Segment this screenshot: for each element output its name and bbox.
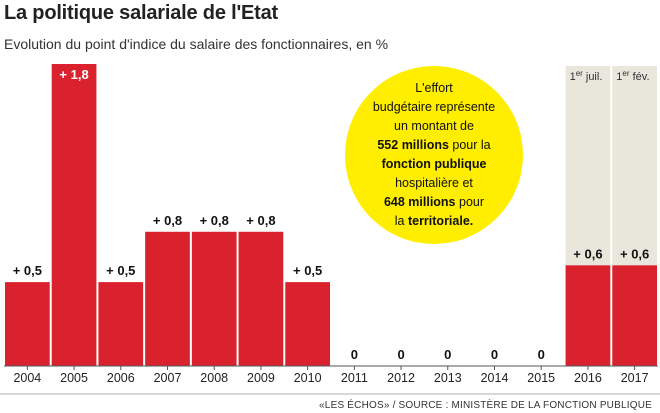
data-label-2009: + 0,8 (246, 213, 275, 228)
data-label-2011: 0 (351, 347, 358, 362)
callout-line: pour la (452, 138, 491, 152)
callout-line: la (394, 214, 405, 228)
x-tick-label-2016: 2016 (574, 371, 602, 385)
data-label-2010: + 0,5 (293, 263, 322, 278)
x-tick-label-2015: 2015 (527, 371, 555, 385)
callout-bubble: L'effort budgétaire représente un montan… (345, 66, 523, 244)
callout-line: hospitalière et (395, 176, 473, 190)
data-label-2006: + 0,5 (106, 263, 135, 278)
callout-amount-hospital: 552 millions (377, 138, 449, 152)
x-tick-label-2013: 2013 (434, 371, 462, 385)
x-tick-label-2010: 2010 (294, 371, 322, 385)
x-tick-label-2005: 2005 (60, 371, 88, 385)
data-label-2015: 0 (538, 347, 545, 362)
column-note-2017: 1er fév. (616, 69, 649, 83)
x-tick-label-2017: 2017 (621, 371, 649, 385)
column-note-2016: 1er juil. (570, 69, 603, 83)
x-tick-label-2004: 2004 (13, 371, 41, 385)
source-note: «LES ÉCHOS» / SOURCE : MINISTÈRE DE LA F… (319, 400, 652, 411)
callout-bold-line: fonction publique (381, 157, 487, 171)
x-tick-label-2012: 2012 (387, 371, 415, 385)
x-tick-label-2006: 2006 (107, 371, 135, 385)
bar-2005 (51, 64, 97, 366)
bar-2016 (565, 265, 611, 366)
x-tick-label-2009: 2009 (247, 371, 275, 385)
data-label-2013: 0 (444, 347, 451, 362)
bar-2009 (238, 231, 284, 366)
callout-line: un montant de (394, 119, 474, 133)
data-label-2004: + 0,5 (13, 263, 42, 278)
bar-2017 (612, 265, 657, 366)
bar-2004 (5, 282, 50, 366)
data-label-2016: + 0,6 (573, 246, 602, 261)
bar-2006 (98, 282, 144, 366)
chart-subtitle: Evolution du point d'indice du salaire d… (4, 36, 389, 52)
callout-line: L'effort (415, 81, 453, 95)
x-tick-label-2011: 2011 (341, 371, 368, 385)
bar-2010 (285, 282, 330, 366)
data-label-2008: + 0,8 (200, 213, 229, 228)
bar-2008 (191, 231, 237, 366)
data-label-2007: + 0,8 (153, 213, 182, 228)
callout-line: pour (459, 195, 485, 209)
x-tick-label-2007: 2007 (154, 371, 182, 385)
data-label-2012: 0 (397, 347, 404, 362)
chart-title: La politique salariale de l'Etat (4, 2, 278, 24)
bar-2007 (145, 231, 190, 366)
data-label-2014: 0 (491, 347, 498, 362)
data-label-2005: + 1,8 (59, 67, 88, 82)
x-tick-label-2014: 2014 (481, 371, 509, 385)
callout-bold-line: territoriale. (407, 214, 474, 228)
data-label-2017: + 0,6 (620, 246, 649, 261)
callout-amount-territorial: 648 millions (383, 195, 456, 209)
callout-text: L'effort budgétaire représente un montan… (359, 79, 509, 231)
callout-line: budgétaire représente (372, 100, 496, 114)
x-tick-label-2008: 2008 (200, 371, 228, 385)
